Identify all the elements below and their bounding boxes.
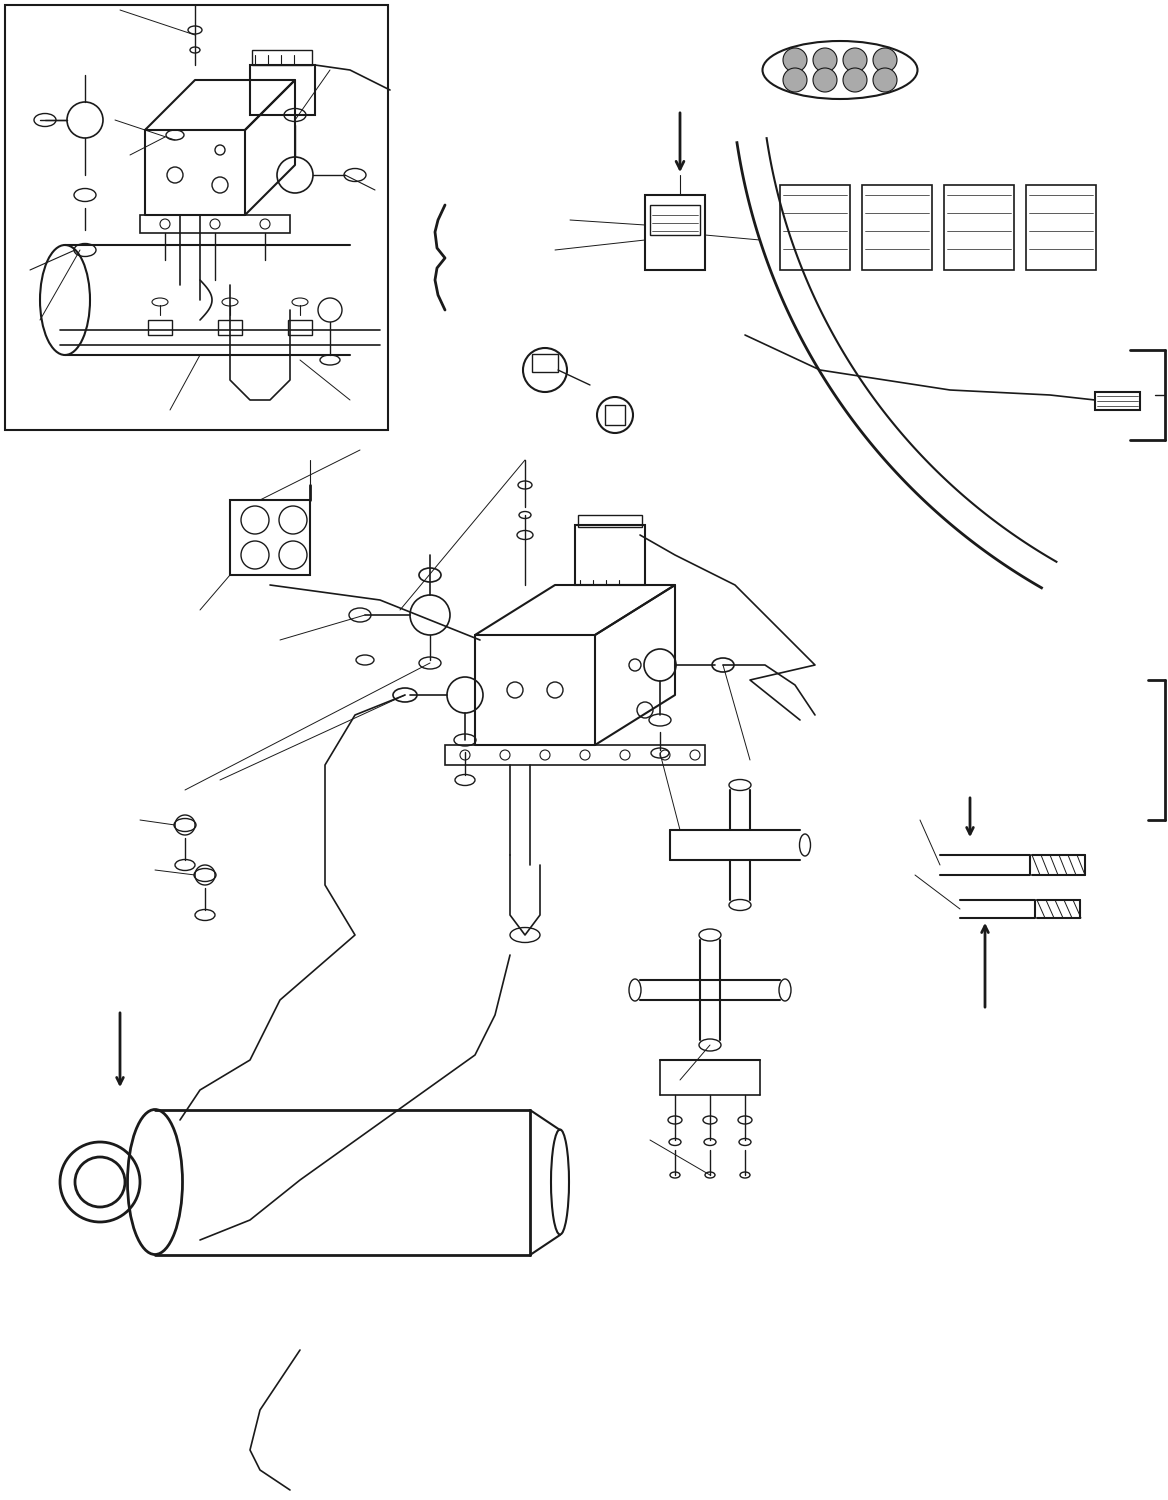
Circle shape bbox=[872, 68, 897, 92]
Bar bbox=[862, 184, 932, 270]
Bar bbox=[288, 320, 312, 334]
Circle shape bbox=[783, 68, 807, 92]
Bar bbox=[578, 514, 642, 526]
Circle shape bbox=[843, 68, 867, 92]
Bar bbox=[250, 64, 315, 116]
Bar bbox=[1026, 184, 1096, 270]
Bar bbox=[780, 184, 850, 270]
Bar bbox=[148, 320, 172, 334]
Bar bbox=[230, 500, 310, 574]
Bar bbox=[645, 195, 705, 270]
Circle shape bbox=[783, 48, 807, 72]
Bar bbox=[1096, 392, 1140, 410]
Bar bbox=[218, 320, 242, 334]
Circle shape bbox=[813, 48, 837, 72]
Bar bbox=[605, 405, 625, 424]
Circle shape bbox=[872, 48, 897, 72]
Bar bbox=[252, 50, 312, 64]
Circle shape bbox=[813, 68, 837, 92]
Bar bbox=[575, 525, 645, 585]
Bar bbox=[445, 746, 705, 765]
Bar bbox=[531, 354, 558, 372]
Bar bbox=[944, 184, 1014, 270]
Circle shape bbox=[843, 48, 867, 72]
Bar bbox=[5, 4, 388, 430]
Bar bbox=[651, 206, 700, 236]
Bar bbox=[140, 214, 290, 232]
